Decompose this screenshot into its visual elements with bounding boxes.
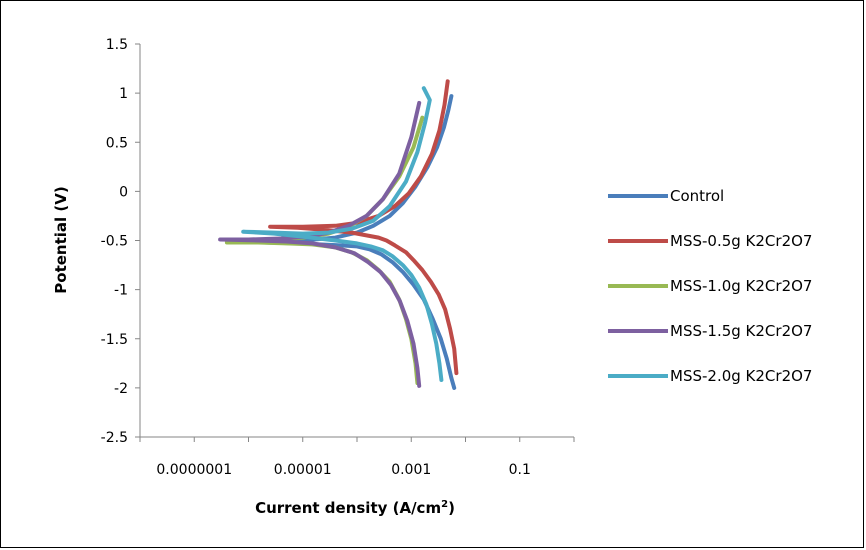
x-axis-title-sup: 2 [441, 499, 448, 510]
series-line-4 [241, 86, 444, 382]
y-ticks: 1.5 1 0.5 0 -0.5 -1 -1.5 -2 -2.5 [101, 37, 140, 446]
x-axis-title-main: Current density (A/cm [255, 499, 441, 517]
series-line-1 [268, 79, 459, 376]
legend-label-2: MSS-1.0g K2Cr2O7 [670, 277, 812, 295]
y-tick-label: 1 [119, 86, 128, 102]
x-axis-title-end: ) [448, 499, 455, 517]
legend-label-1: MSS-0.5g K2Cr2O7 [670, 232, 812, 250]
y-tick-label: -2.5 [101, 430, 128, 446]
legend-label-4: MSS-2.0g K2Cr2O7 [670, 367, 812, 385]
legend-label-3: MSS-1.5g K2Cr2O7 [670, 322, 812, 340]
y-tick-label: 0 [119, 184, 128, 200]
series-group [218, 79, 459, 390]
x-tick-label: 0.001 [391, 462, 431, 478]
legend: Control MSS-0.5g K2Cr2O7 MSS-1.0g K2Cr2O7 M… [608, 187, 812, 385]
x-tick-label: 0.1 [509, 462, 531, 478]
series-line-2 [224, 115, 425, 385]
y-tick-label: 0.5 [106, 135, 128, 151]
y-tick-label: -2 [114, 381, 128, 397]
legend-label-0: Control [670, 187, 724, 205]
x-tick-label: 0.0000001 [156, 462, 232, 478]
y-tick-label: -1.5 [101, 332, 128, 348]
y-tick-label: -1 [114, 283, 128, 299]
series-line-3 [218, 100, 422, 388]
x-ticks: 0.0000001 0.00001 0.001 0.1 [139, 437, 575, 478]
y-tick-label: -0.5 [101, 234, 128, 250]
axes [139, 44, 574, 438]
x-axis-title: Current density (A/cm2) [255, 499, 455, 517]
x-tick-label: 0.00001 [274, 462, 332, 478]
y-axis-title: Potential (V) [52, 186, 70, 293]
y-tick-label: 1.5 [106, 37, 128, 53]
